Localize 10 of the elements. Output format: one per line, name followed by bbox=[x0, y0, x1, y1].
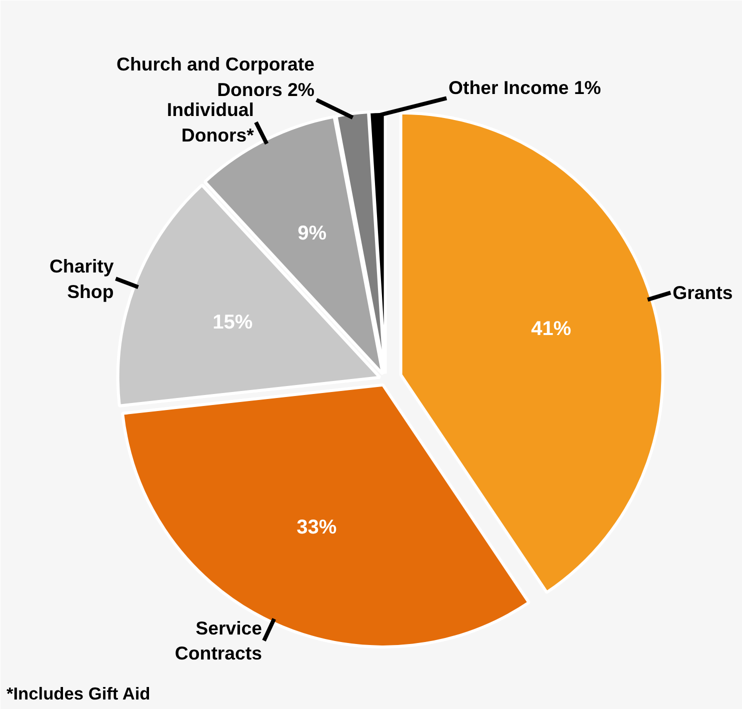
slice-label: Service Contracts bbox=[174, 618, 262, 664]
slice-label: Grants bbox=[672, 282, 733, 304]
text: *Includes Gift Aid bbox=[6, 684, 150, 704]
data-label: 9% bbox=[298, 222, 327, 245]
slice-label: Charity Shop bbox=[49, 256, 114, 302]
slice-label: Other Income 1% bbox=[448, 77, 602, 98]
data-label: 33% bbox=[296, 516, 337, 538]
data-label: 41% bbox=[531, 318, 572, 340]
slice-label: Individual Donors* bbox=[166, 99, 255, 146]
slice-label: Church and Corporate Donors 2% bbox=[116, 54, 315, 100]
